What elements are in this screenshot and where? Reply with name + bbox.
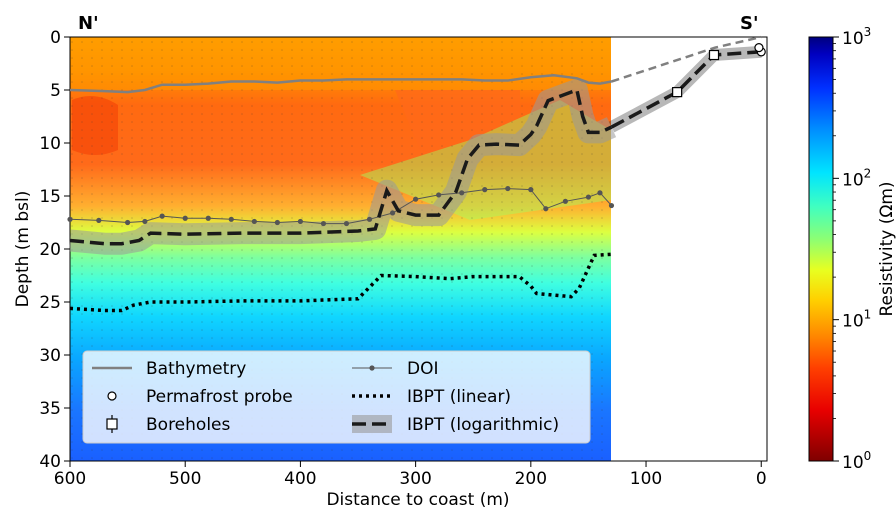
legend-symbol-doi-dot [369,365,375,371]
x-tick-label: 0 [756,469,767,489]
legend-symbol-probe [107,391,117,401]
doi-point [343,220,350,227]
legend-item: Bathymetry [92,359,246,379]
legend-items: Bathymetry Permafrost probe Boreholes DOI IB… [92,359,559,435]
x-tick-label: 200 [515,469,547,489]
legend-label: Boreholes [146,415,230,435]
bathymetry-extrapolated-line [611,35,762,83]
borehole-marker [672,87,683,98]
x-axis: 600 500 400 300 200 100 0 [54,461,767,489]
colorbar-tick-label: 100 [842,449,871,473]
corner-label-right: S' [740,13,758,34]
colorbar-tick-label: 103 [842,25,871,49]
x-tick-label: 500 [169,469,201,489]
doi-point [436,192,442,198]
borehole-marker [708,49,720,61]
doi-point [482,187,488,193]
legend-item: Boreholes [106,415,230,435]
colorbar-gradient [808,36,834,462]
permafrost-probe-marker [754,42,764,53]
x-tick-label: 300 [399,469,431,489]
legend-label: DOI [407,359,439,379]
colorbar-tick-label: 102 [842,166,871,190]
doi-point [96,217,102,223]
bathymetry-line [69,73,612,94]
y-tick-label: 25 [39,293,61,313]
doi-point [251,218,257,225]
y-tick-label: 10 [39,134,61,154]
colorbar-tick-label: 101 [842,308,871,332]
x-tick-label: 100 [630,469,662,489]
doi-line [69,188,612,225]
legend-item: Permafrost probe [107,387,293,407]
x-axis-label: Distance to coast (m) [326,490,509,510]
doi-point [274,219,280,226]
legend-label: Permafrost probe [146,387,293,407]
doi-point [320,220,327,227]
series-layer [67,35,766,313]
doi-point [389,210,396,216]
y-tick-label: 15 [39,187,61,207]
colorbar: 100 101 102 103 Resistivity (Ωm) [808,25,896,473]
legend-item: DOI [352,359,439,379]
legend-item: IBPT (logarithmic) [352,415,559,435]
y-axis-label: Depth (m bsl) [13,191,33,308]
ibpt-linear-line [69,252,612,313]
doi-point [125,219,131,226]
doi-point [585,194,592,200]
doi-point [543,206,549,212]
doi-point [608,202,615,209]
y-tick-label: 0 [50,28,61,48]
y-tick-label: 35 [39,399,61,419]
doi-point [366,216,373,222]
doi-point [182,215,188,221]
corner-label-left: N' [78,13,99,34]
legend: Bathymetry Permafrost probe Boreholes DOI IB… [82,350,591,444]
y-tick-label: 5 [50,81,61,101]
x-tick-label: 600 [54,469,86,489]
doi-point [528,187,534,193]
doi-point [597,190,603,196]
doi-point [297,218,304,225]
y-tick-label: 30 [39,346,61,366]
doi-point [228,216,234,222]
legend-label: IBPT (logarithmic) [407,415,559,435]
legend-symbol-borehole [106,418,118,430]
x-tick-label: 400 [284,469,316,489]
doi-point [67,216,73,222]
doi-point [413,196,419,202]
doi-point [142,218,148,225]
doi-point [205,215,211,221]
legend-label: IBPT (linear) [407,387,511,407]
doi-point [459,190,465,196]
legend-item: IBPT (linear) [352,387,511,407]
ibpt-log-line [69,87,613,246]
y-axis: 0 5 10 15 20 25 30 35 40 [39,28,70,472]
colorbar-ticks: 100 101 102 103 [833,25,871,473]
y-tick-label: 20 [39,240,61,260]
colorbar-label: Resistivity (Ωm) [877,181,896,316]
legend-box [82,350,591,444]
legend-label: Bathymetry [146,359,246,379]
doi-point [505,185,511,192]
ibpt-log-extension-line [610,50,762,129]
y-tick-label: 40 [39,452,61,472]
doi-point [562,198,568,204]
doi-point [159,213,165,219]
